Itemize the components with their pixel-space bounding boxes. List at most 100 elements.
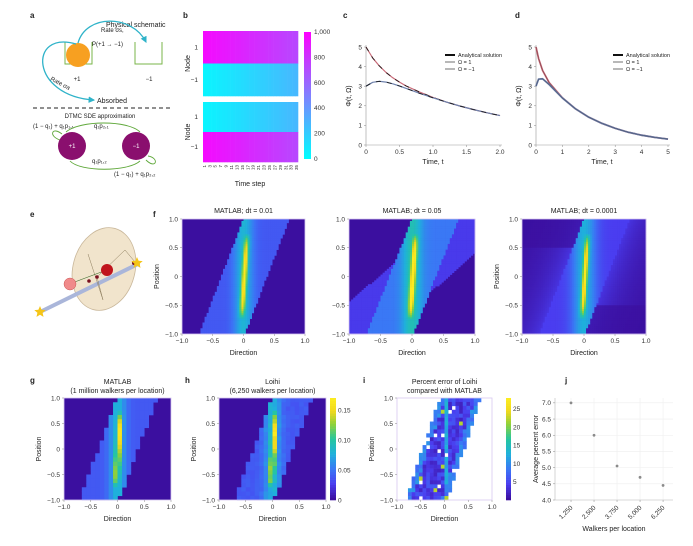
heatmap-cell xyxy=(212,322,216,325)
heatmap-cell xyxy=(428,228,432,231)
heatmap-cell xyxy=(407,311,411,314)
heatmap-cell xyxy=(384,309,388,312)
heatmap-cell xyxy=(401,261,404,264)
heatmap-cell xyxy=(208,326,211,329)
y-tick-label: 5 xyxy=(528,44,532,51)
heatmap-cell xyxy=(237,318,240,321)
heatmap-cell xyxy=(544,312,548,316)
heatmap-cell xyxy=(522,318,525,321)
heatmap-cell xyxy=(542,305,546,308)
heatmap-cell xyxy=(239,307,242,310)
heatmap-cell xyxy=(460,257,463,260)
heatmap-cell xyxy=(426,286,430,289)
heatmap-cell xyxy=(274,253,277,256)
heatmap-cell xyxy=(281,63,285,97)
heatmap-cell xyxy=(243,266,246,270)
heatmap-cell xyxy=(397,295,400,298)
heatmap-cell xyxy=(528,286,531,289)
heatmap-cell xyxy=(376,305,379,308)
heatmap-cell xyxy=(418,297,421,300)
heatmap-cell xyxy=(544,249,548,252)
heatmap-cell xyxy=(367,318,371,321)
heatmap-cell xyxy=(466,245,469,249)
heatmap-cell xyxy=(231,301,234,304)
heatmap-cell xyxy=(530,280,533,283)
heatmap-cell xyxy=(454,261,457,264)
heatmap-cell xyxy=(273,132,277,163)
x-axis-label: Direction xyxy=(398,350,426,357)
heatmap-cell xyxy=(433,228,436,231)
heatmap-cell xyxy=(386,322,390,325)
heatmap-cell xyxy=(528,274,531,277)
heatmap-cell xyxy=(210,326,214,329)
heatmap-cell xyxy=(255,282,259,285)
heatmap-cell xyxy=(534,282,537,285)
heatmap-cell xyxy=(412,255,415,258)
heatmap-cell xyxy=(426,293,430,296)
heatmap-cell xyxy=(458,238,461,241)
heatmap-cell xyxy=(536,291,539,295)
heatmap-cell xyxy=(456,261,459,264)
heatmap-cell xyxy=(435,251,438,254)
heatmap-cell xyxy=(550,243,554,247)
heatmap-cell xyxy=(218,328,222,331)
heatmap-cell xyxy=(235,322,238,325)
heatmap-cell xyxy=(214,314,218,318)
heatmap-cell xyxy=(526,266,529,270)
heatmap-cell xyxy=(282,222,285,226)
heatmap-cell xyxy=(422,270,425,273)
heatmap-cell xyxy=(530,276,533,279)
heatmap-cell xyxy=(238,132,242,163)
heatmap-cell xyxy=(426,253,430,256)
heatmap-cell xyxy=(439,253,442,256)
heatmap-cell xyxy=(405,255,409,258)
heatmap-cell xyxy=(443,234,446,237)
heatmap-cell xyxy=(532,278,535,281)
heatmap-cell xyxy=(365,320,369,323)
heatmap-cell xyxy=(522,307,525,310)
heatmap-cell xyxy=(532,303,535,306)
heatmap-cell xyxy=(416,299,419,302)
heatmap-cell xyxy=(420,245,423,249)
heatmap-cell xyxy=(353,330,356,333)
heatmap-cell xyxy=(218,299,222,302)
heatmap-cell xyxy=(561,309,564,312)
heatmap-cell xyxy=(526,263,529,266)
heatmap-cell xyxy=(405,261,409,264)
heatmap-cell xyxy=(441,228,444,231)
heatmap-cell xyxy=(395,265,398,268)
heatmap-cell xyxy=(412,295,415,298)
heatmap-cell xyxy=(239,278,242,281)
heatmap-cell xyxy=(223,324,226,327)
heatmap-cell xyxy=(538,238,541,241)
heatmap-cell xyxy=(235,320,238,323)
heatmap-cell xyxy=(253,280,257,283)
heatmap-cell xyxy=(546,318,550,321)
heatmap-cell xyxy=(235,314,238,318)
heatmap-cell xyxy=(266,257,269,260)
heatmap-cell xyxy=(553,288,556,291)
heatmap-cell xyxy=(522,219,525,222)
heatmap-cell xyxy=(374,309,377,312)
heatmap-cell xyxy=(241,245,244,249)
heatmap-cell xyxy=(460,261,463,264)
heatmap-cell xyxy=(372,328,375,331)
heatmap-cell xyxy=(241,316,244,319)
heatmap-cell xyxy=(353,303,356,306)
heatmap-cell xyxy=(433,266,436,270)
heatmap-cell xyxy=(524,232,527,235)
heatmap-cell xyxy=(565,295,568,298)
heatmap-cell xyxy=(449,236,453,239)
heatmap-cell xyxy=(416,286,419,289)
heatmap-cell xyxy=(522,305,525,308)
heatmap-cell xyxy=(407,320,411,323)
heatmap-cell xyxy=(259,243,263,247)
heatmap-cell xyxy=(229,326,232,329)
heatmap-cell xyxy=(559,318,562,321)
heatmap-cell xyxy=(367,305,371,308)
heatmap-cell xyxy=(235,259,238,262)
heatmap-cell xyxy=(561,257,564,260)
heatmap-cell xyxy=(540,305,543,308)
heatmap-cell xyxy=(395,297,398,300)
heatmap-cell xyxy=(361,311,364,314)
